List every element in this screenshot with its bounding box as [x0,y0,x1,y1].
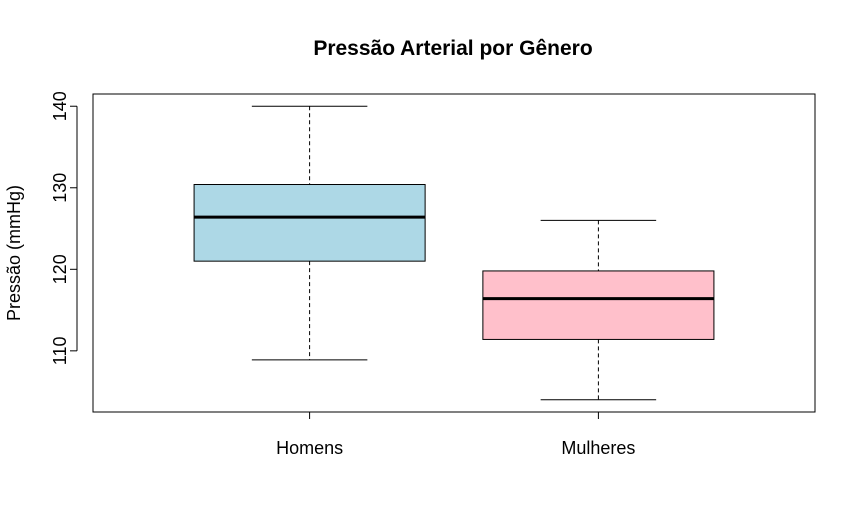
y-axis-label: Pressão (mmHg) [4,185,24,321]
x-tick-label: Homens [276,438,343,458]
y-tick-label: 110 [50,336,70,365]
x-axis: Homens Mulheres [276,411,635,458]
box [482,270,715,340]
y-tick-label: 120 [50,254,70,284]
box-group [482,219,715,401]
x-tick-label: Mulheres [561,438,635,458]
box-group [193,105,426,361]
y-tick-label: 140 [50,91,70,121]
chart-title: Pressão Arterial por Gênero [313,37,592,60]
y-axis: 110 120 130 140 [50,91,78,365]
y-tick-label: 130 [50,173,70,203]
box-series [193,105,715,401]
box [193,184,426,262]
